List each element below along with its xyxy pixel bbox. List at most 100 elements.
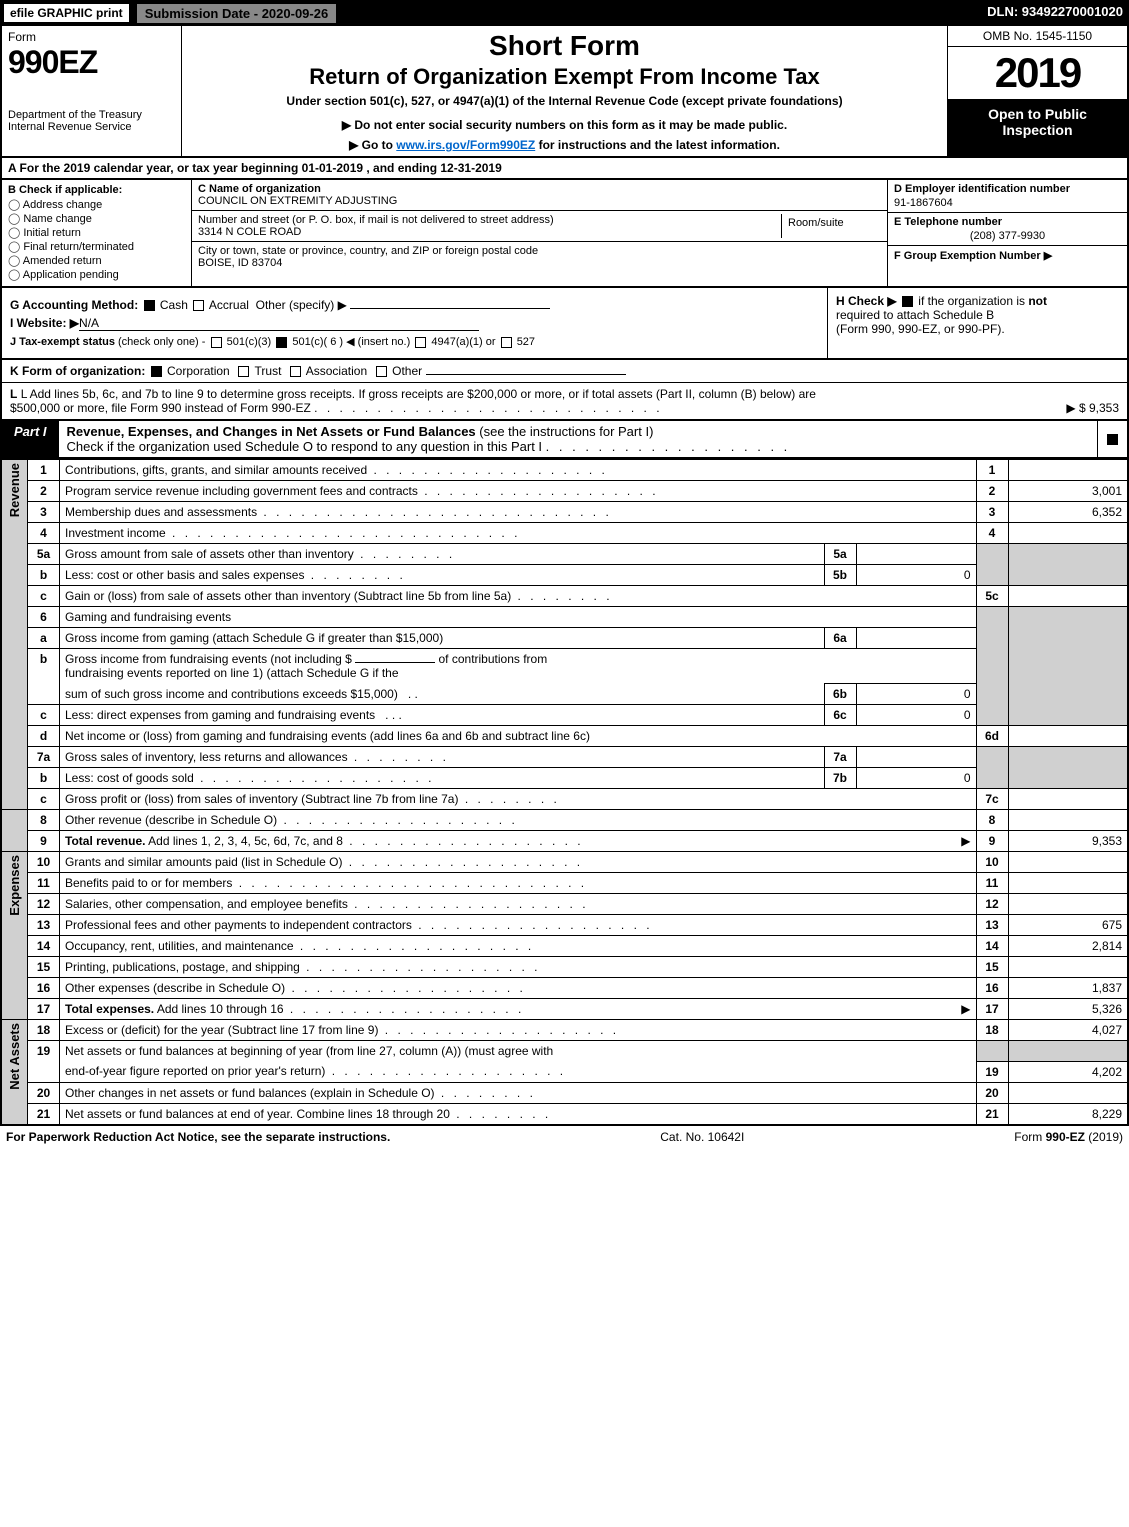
line-6b-value: 0: [856, 684, 976, 705]
table-row: Revenue 1 Contributions, gifts, grants, …: [1, 460, 1128, 481]
goto-link[interactable]: www.irs.gov/Form990EZ: [396, 138, 535, 152]
line-6d-value: [1008, 726, 1128, 747]
ein-cell: D Employer identification number 91-1867…: [888, 180, 1127, 213]
table-row: sum of such gross income and contributio…: [1, 684, 1128, 705]
line-6a-value: [856, 628, 976, 649]
table-row: Net Assets 18 Excess or (deficit) for th…: [1, 1020, 1128, 1041]
section-h: H Check ▶ if the organization is not req…: [827, 288, 1127, 358]
note-goto: ▶ Go to www.irs.gov/Form990EZ for instru…: [190, 138, 939, 152]
check-final-return[interactable]: Final return/terminated: [8, 240, 185, 253]
room-suite: Room/suite: [781, 214, 881, 238]
table-row: 9 Total revenue. Total revenue. Add line…: [1, 831, 1128, 852]
table-row: 2 Program service revenue including gove…: [1, 481, 1128, 502]
table-row: a Gross income from gaming (attach Sched…: [1, 628, 1128, 649]
accounting-method: G Accounting Method: Cash Accrual Other …: [10, 298, 819, 312]
part-1-title: Revenue, Expenses, and Changes in Net As…: [59, 421, 1097, 457]
meta-block: G Accounting Method: Cash Accrual Other …: [0, 288, 1129, 360]
ein-value: 91-1867604: [894, 197, 1121, 209]
check-other-org[interactable]: [376, 366, 387, 377]
gross-receipts-value: ▶ $ 9,353: [1066, 401, 1119, 415]
header-left: Form 990EZ Department of the Treasury In…: [2, 26, 182, 156]
check-501c[interactable]: [276, 337, 287, 348]
line-20-value: [1008, 1082, 1128, 1103]
check-name-change[interactable]: Name change: [8, 212, 185, 225]
line-19-value: 4,202: [1008, 1061, 1128, 1082]
efile-button[interactable]: efile GRAPHIC print: [2, 2, 131, 24]
table-row: c Gross profit or (loss) from sales of i…: [1, 789, 1128, 810]
table-row: 17 Total expenses. Add lines 10 through …: [1, 999, 1128, 1020]
table-row: Expenses 10 Grants and similar amounts p…: [1, 852, 1128, 873]
check-amended-return[interactable]: Amended return: [8, 254, 185, 267]
line-18-value: 4,027: [1008, 1020, 1128, 1041]
header-right: OMB No. 1545-1150 2019 Open to Public In…: [947, 26, 1127, 156]
footer-cat: Cat. No. 10642I: [660, 1130, 744, 1144]
section-b-checks: B Check if applicable: Address change Na…: [2, 180, 192, 286]
org-city: BOISE, ID 83704: [198, 257, 282, 269]
note-ssn: ▶ Do not enter social security numbers o…: [190, 118, 939, 132]
line-5c-value: [1008, 586, 1128, 607]
schedule-o-check[interactable]: [1107, 434, 1118, 445]
section-a-tax-year: A For the 2019 calendar year, or tax yea…: [0, 158, 1129, 180]
table-row: 5a Gross amount from sale of assets othe…: [1, 544, 1128, 565]
org-center: C Name of organization COUNCIL ON EXTREM…: [192, 180, 887, 286]
check-cash[interactable]: [144, 300, 155, 311]
table-row: 21 Net assets or fund balances at end of…: [1, 1103, 1128, 1125]
top-bar-left: efile GRAPHIC print Submission Date - 20…: [0, 0, 340, 26]
line-2-value: 3,001: [1008, 481, 1128, 502]
line-13-value: 675: [1008, 915, 1128, 936]
line-17-value: 5,326: [1008, 999, 1128, 1020]
table-row: 11 Benefits paid to or for members 11: [1, 873, 1128, 894]
check-association[interactable]: [290, 366, 301, 377]
line-15-value: [1008, 957, 1128, 978]
part-1-check-cell: [1097, 421, 1127, 457]
check-initial-return[interactable]: Initial return: [8, 226, 185, 239]
table-row: b Less: cost or other basis and sales ex…: [1, 565, 1128, 586]
meta-left: G Accounting Method: Cash Accrual Other …: [2, 288, 827, 358]
phone-value: (208) 377-9930: [894, 230, 1121, 242]
table-row: b Gross income from fundraising events (…: [1, 649, 1128, 684]
org-right: D Employer identification number 91-1867…: [887, 180, 1127, 286]
line-1-value: [1008, 460, 1128, 481]
dept-label: Department of the Treasury Internal Reve…: [8, 109, 175, 133]
part-1-tab: Part I: [2, 421, 59, 457]
org-city-row: City or town, state or province, country…: [192, 242, 887, 272]
part-1-table: Revenue 1 Contributions, gifts, grants, …: [0, 459, 1129, 1126]
line-21-value: 8,229: [1008, 1103, 1128, 1125]
table-row: 15 Printing, publications, postage, and …: [1, 957, 1128, 978]
line-10-value: [1008, 852, 1128, 873]
table-row: 4 Investment income 4: [1, 523, 1128, 544]
check-corporation[interactable]: [151, 366, 162, 377]
table-row: 20 Other changes in net assets or fund b…: [1, 1082, 1128, 1103]
check-501c3[interactable]: [211, 337, 222, 348]
org-name: COUNCIL ON EXTREMITY ADJUSTING: [198, 195, 397, 207]
org-street-row: Number and street (or P. O. box, if mail…: [192, 211, 887, 242]
org-name-row: C Name of organization COUNCIL ON EXTREM…: [192, 180, 887, 211]
org-info-block: B Check if applicable: Address change Na…: [0, 180, 1129, 288]
under-section: Under section 501(c), 527, or 4947(a)(1)…: [190, 94, 939, 108]
check-application-pending[interactable]: Application pending: [8, 268, 185, 281]
table-row: d Net income or (loss) from gaming and f…: [1, 726, 1128, 747]
table-row: 19 Net assets or fund balances at beginn…: [1, 1041, 1128, 1062]
omb-number: OMB No. 1545-1150: [948, 26, 1127, 47]
expenses-side-label: Expenses: [1, 852, 28, 1020]
table-row: end-of-year figure reported on prior yea…: [1, 1061, 1128, 1082]
top-bar: efile GRAPHIC print Submission Date - 20…: [0, 0, 1129, 26]
table-row: 7a Gross sales of inventory, less return…: [1, 747, 1128, 768]
form-number: 990EZ: [8, 44, 175, 81]
check-address-change[interactable]: Address change: [8, 198, 185, 211]
form-label: Form: [8, 30, 175, 44]
check-h[interactable]: [902, 296, 913, 307]
net-assets-side-label: Net Assets: [1, 1020, 28, 1125]
line-4-value: [1008, 523, 1128, 544]
short-form-title: Short Form: [190, 30, 939, 62]
check-trust[interactable]: [238, 366, 249, 377]
org-street: 3314 N COLE ROAD: [198, 226, 301, 238]
table-row: 13 Professional fees and other payments …: [1, 915, 1128, 936]
tax-year: 2019: [948, 47, 1127, 100]
submission-date-button[interactable]: Submission Date - 2020-09-26: [135, 2, 339, 25]
check-527[interactable]: [501, 337, 512, 348]
return-title: Return of Organization Exempt From Incom…: [190, 64, 939, 90]
table-row: b Less: cost of goods sold 7b 0: [1, 768, 1128, 789]
check-accrual[interactable]: [193, 300, 204, 311]
check-4947[interactable]: [415, 337, 426, 348]
